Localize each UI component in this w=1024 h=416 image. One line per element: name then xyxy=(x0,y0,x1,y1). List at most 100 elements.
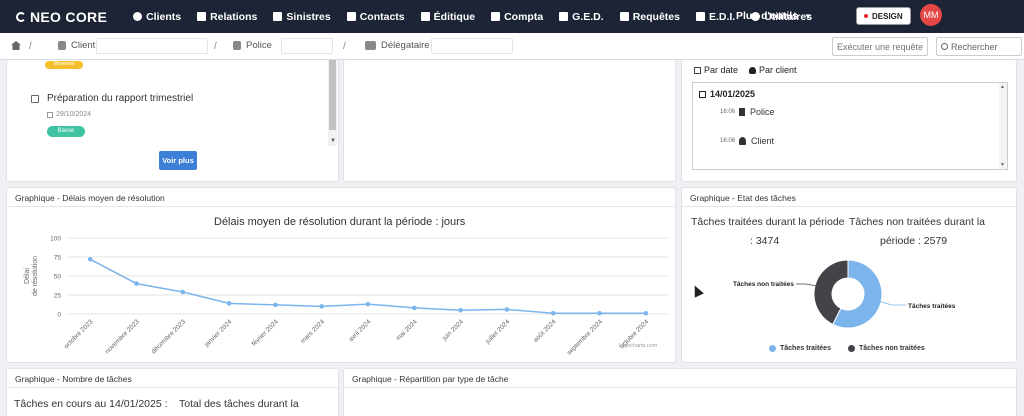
y-axis-label-line: de résolution xyxy=(32,256,39,296)
book-icon xyxy=(695,12,705,21)
scroll-down-icon[interactable]: ▼ xyxy=(1000,162,1005,168)
view-by-date-toggle[interactable]: Par date xyxy=(694,65,738,75)
x-tick-label: mai 2024 xyxy=(395,318,419,342)
task-type-card: Graphique - Répartition par type de tâch… xyxy=(343,368,1017,416)
legend-label: Tâches traitées xyxy=(780,345,831,352)
police-filter-input[interactable] xyxy=(281,38,333,54)
client-filter-input[interactable] xyxy=(96,38,208,54)
task-title: Préparation du rapport trimestriel xyxy=(47,93,194,104)
data-point xyxy=(319,304,324,309)
chart-title: Délais moyen de résolution durant la pér… xyxy=(214,216,466,228)
nav-item[interactable]: Requêtes xyxy=(612,11,688,23)
chart-credits[interactable]: Highcharts.com xyxy=(619,343,658,349)
client-filter-label: Client xyxy=(58,40,95,51)
see-more-button[interactable]: Voir plus xyxy=(159,151,197,170)
filter-bar: / Client / Police / Délégataire Recherch… xyxy=(0,33,1024,60)
nav-item[interactable]: Éditique xyxy=(413,11,483,23)
total-tasks-text: Total des tâches durant la xyxy=(179,398,299,410)
user-icon xyxy=(739,137,746,145)
x-tick-label: août 2024 xyxy=(532,318,558,344)
task-state-card: Graphique - Etat des tâches Tâches trait… xyxy=(681,187,1017,363)
agenda-event[interactable]: 16:06 Police xyxy=(720,107,775,117)
view-by-client-toggle[interactable]: Par client xyxy=(749,65,797,75)
y-tick-label: 50 xyxy=(54,274,62,281)
nav-item[interactable]: G.E.D. xyxy=(551,11,612,23)
task-checkbox[interactable] xyxy=(31,95,39,103)
search-input[interactable]: Rechercher xyxy=(936,37,1022,56)
legend-item-untreated[interactable]: Tâches non traitées xyxy=(848,345,925,352)
scroll-up-icon[interactable]: ▲ xyxy=(1000,84,1005,90)
x-tick-label: novembre 2023 xyxy=(104,318,141,355)
legend-dot-icon xyxy=(848,345,855,352)
nav-item-label: Sinistres xyxy=(286,10,331,23)
slice-label: Tâches non traitées xyxy=(733,281,794,288)
task-state-donut-chart: Tâches traitées Tâches non traitées xyxy=(733,259,956,329)
nav-item-label: G.E.D. xyxy=(572,10,604,23)
pie-slice xyxy=(832,259,883,329)
legend-item-treated[interactable]: Tâches traitées xyxy=(769,345,831,352)
home-icon[interactable] xyxy=(11,41,21,50)
agenda-card: Par date Par client 14/01/2025 16:06 Pol… xyxy=(681,60,1017,182)
nav-item[interactable]: Utilitaires xyxy=(743,11,820,23)
breadcrumb-separator: / xyxy=(343,41,346,52)
design-badge[interactable]: DESIGN xyxy=(856,7,911,25)
data-point xyxy=(87,256,93,262)
task-list-scrollbar[interactable]: ▼ xyxy=(328,60,337,146)
data-point xyxy=(180,289,186,295)
nav-item[interactable]: Compta xyxy=(483,11,551,23)
agenda-event[interactable]: 16:06 Client xyxy=(720,136,774,146)
police-filter-label: Police xyxy=(233,40,272,51)
treated-tasks-text: Tâches traitées durant la période xyxy=(691,216,845,228)
x-tick-label: avril 2024 xyxy=(348,318,373,343)
brand-logo[interactable]: NEO CORE xyxy=(16,9,107,25)
in-progress-text: Tâches en cours au 14/01/2025 : xyxy=(14,398,168,410)
folder-icon xyxy=(559,12,569,21)
nav-item-label: Utilitaires xyxy=(764,10,813,23)
x-tick-label: mars 2024 xyxy=(299,318,326,345)
nav-item[interactable]: Relations xyxy=(189,11,265,23)
run-query-input[interactable] xyxy=(832,37,928,56)
search-icon xyxy=(941,43,948,50)
event-time: 16:06 xyxy=(720,109,736,115)
card-title: Graphique - Répartition par type de tâch… xyxy=(344,369,1016,388)
y-tick-label: 100 xyxy=(50,236,61,243)
client-label: Client xyxy=(71,40,96,51)
breadcrumb-separator: / xyxy=(214,41,217,52)
y-tick-label: 0 xyxy=(57,312,61,319)
user-icon xyxy=(58,41,66,50)
scroll-down-icon[interactable]: ▼ xyxy=(330,138,336,144)
nav-item-label: Compta xyxy=(504,10,544,23)
delegataire-filter-input[interactable] xyxy=(431,38,513,54)
y-axis-label-line: Délai xyxy=(24,268,31,284)
untreated-tasks-text: Tâches non traitées durant la xyxy=(849,216,985,228)
event-label: Client xyxy=(751,136,775,146)
legend-label: Tâches non traitées xyxy=(859,345,925,352)
nav-item-label: Relations xyxy=(210,10,258,23)
nav-item[interactable]: Contacts xyxy=(339,11,413,23)
x-tick-label: septembre 2024 xyxy=(566,318,604,356)
task-date-value: 29/10/2024 xyxy=(56,111,92,118)
breadcrumb-separator: / xyxy=(29,41,32,52)
delegataire-filter-label: Délégataire xyxy=(365,40,430,51)
data-point xyxy=(134,281,139,286)
x-tick-label: janvier 2024 xyxy=(203,318,234,349)
task-date: 29/10/2024 xyxy=(47,111,91,118)
x-tick-label: octobre 2023 xyxy=(63,318,95,350)
brand-name: NEO CORE xyxy=(30,8,108,25)
x-tick-label: juin 2024 xyxy=(441,318,466,343)
document-icon xyxy=(739,108,745,116)
data-point xyxy=(643,310,649,316)
user-avatar[interactable]: MM xyxy=(920,4,942,26)
nav-item-label: Contacts xyxy=(359,10,405,23)
delay-chart-card: Graphique - Délais moyen de résolution D… xyxy=(6,187,676,363)
nav-item[interactable]: Clients xyxy=(125,11,189,23)
agenda-scrollbar[interactable]: ▲ ▼ xyxy=(999,83,1007,169)
data-point xyxy=(273,302,278,308)
nav-item[interactable]: Sinistres xyxy=(265,11,338,23)
scrollbar-thumb[interactable] xyxy=(329,60,336,130)
calendar-icon xyxy=(699,90,706,98)
x-tick-label: février 2024 xyxy=(251,318,280,347)
nav-item[interactable]: E.D.I. xyxy=(688,11,743,23)
more-tools-menu[interactable]: Plus d'outils ▼ xyxy=(728,10,820,22)
agenda-date: 14/01/2025 xyxy=(699,89,755,99)
